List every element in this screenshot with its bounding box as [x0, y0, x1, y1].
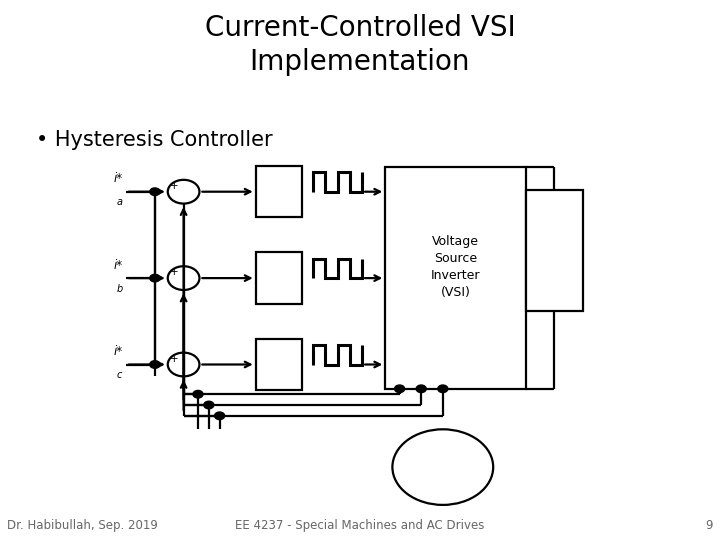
Text: Dr. Habibullah, Sep. 2019: Dr. Habibullah, Sep. 2019	[7, 519, 158, 532]
Bar	[256, 253, 302, 303]
Text: EE 4237 - Special Machines and AC Drives: EE 4237 - Special Machines and AC Drives	[235, 519, 485, 532]
Circle shape	[193, 390, 203, 398]
Text: +: +	[170, 354, 179, 363]
Circle shape	[150, 361, 160, 368]
Bar	[385, 167, 526, 389]
Text: Motor: Motor	[425, 461, 461, 474]
Text: • Hysteresis Controller: • Hysteresis Controller	[36, 130, 273, 150]
Circle shape	[204, 401, 214, 409]
Text: i*: i*	[113, 172, 122, 185]
Text: 9: 9	[706, 519, 713, 532]
Text: c: c	[117, 370, 122, 380]
Circle shape	[215, 412, 225, 420]
Bar	[256, 339, 302, 390]
Text: b: b	[116, 284, 122, 294]
Bar	[256, 166, 302, 217]
Circle shape	[416, 385, 426, 393]
Circle shape	[438, 385, 448, 393]
Circle shape	[392, 429, 493, 505]
Text: i*: i*	[113, 259, 122, 272]
Circle shape	[150, 274, 160, 282]
Text: +: +	[170, 267, 179, 277]
Text: Current-Controlled VSI
Implementation: Current-Controlled VSI Implementation	[204, 14, 516, 76]
Text: Voltage
Source
Inverter
(VSI): Voltage Source Inverter (VSI)	[431, 235, 480, 299]
Text: a: a	[117, 197, 122, 207]
Circle shape	[395, 385, 405, 393]
Text: i*: i*	[113, 345, 122, 358]
Circle shape	[150, 188, 160, 195]
Bar	[526, 190, 583, 311]
Text: +: +	[170, 181, 179, 191]
